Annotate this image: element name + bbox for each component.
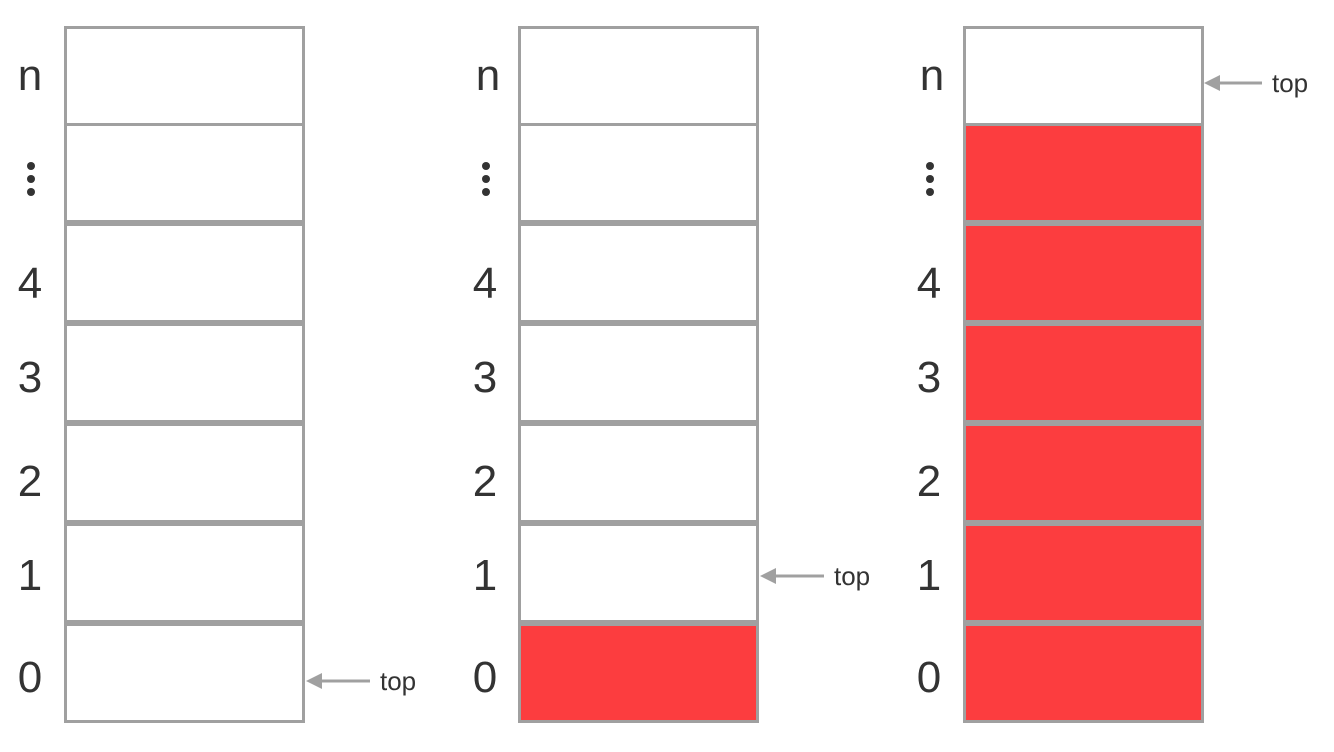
- stack-cell-2: [963, 423, 1204, 523]
- stack-cell-ellipsis: [963, 123, 1204, 223]
- stack-cell-1: [963, 523, 1204, 623]
- index-label-4: 4: [916, 259, 942, 308]
- index-label-4: 4: [17, 259, 43, 308]
- stack-cell-ellipsis: [518, 123, 759, 223]
- index-label-4: 4: [472, 259, 498, 308]
- index-label-2: 2: [17, 457, 43, 506]
- index-label-3: 3: [472, 353, 498, 402]
- left-arrow-icon: [1204, 75, 1262, 91]
- index-label-0: 0: [472, 653, 498, 702]
- index-label-n: n: [475, 51, 501, 100]
- left-arrow-icon: [306, 673, 370, 689]
- stack-cell-2: [64, 423, 305, 523]
- index-label-n: n: [919, 51, 945, 100]
- stack-cell-n: [963, 26, 1204, 126]
- top-pointer: top: [1204, 68, 1309, 98]
- vertical-ellipsis-icon: [482, 162, 490, 201]
- index-label-2: 2: [916, 457, 942, 506]
- stack-cell-2: [518, 423, 759, 523]
- index-label-1: 1: [472, 551, 498, 600]
- stack-full: [963, 26, 1204, 724]
- stack-cell-0: [963, 623, 1204, 723]
- stack-cell-4: [963, 223, 1204, 323]
- stack-cell-3: [518, 323, 759, 423]
- top-pointer: top: [306, 666, 417, 696]
- top-pointer-label: top: [1272, 68, 1309, 98]
- index-label-1: 1: [916, 551, 942, 600]
- stack-cell-0: [518, 623, 759, 723]
- stack-cell-3: [963, 323, 1204, 423]
- stack-cell-0: [64, 623, 305, 723]
- index-label-0: 0: [17, 653, 43, 702]
- stack-cell-n: [518, 26, 759, 126]
- top-pointer-label: top: [834, 561, 871, 591]
- stack-cell-1: [64, 523, 305, 623]
- vertical-ellipsis-icon: [27, 162, 35, 201]
- index-label-3: 3: [916, 353, 942, 402]
- top-pointer: top: [760, 561, 871, 591]
- stack-one-element: [518, 26, 759, 724]
- stack-cell-1: [518, 523, 759, 623]
- stack-cell-3: [64, 323, 305, 423]
- stack-cell-n: [64, 26, 305, 126]
- left-arrow-icon: [760, 568, 824, 584]
- stack-cell-4: [518, 223, 759, 323]
- stack-empty: [64, 26, 305, 724]
- index-label-3: 3: [17, 353, 43, 402]
- index-label-1: 1: [17, 551, 43, 600]
- index-label-0: 0: [916, 653, 942, 702]
- vertical-ellipsis-icon: [926, 162, 934, 201]
- stack-cell-4: [64, 223, 305, 323]
- index-label-n: n: [17, 51, 43, 100]
- top-pointer-label: top: [380, 666, 417, 696]
- index-label-2: 2: [472, 457, 498, 506]
- stack-cell-ellipsis: [64, 123, 305, 223]
